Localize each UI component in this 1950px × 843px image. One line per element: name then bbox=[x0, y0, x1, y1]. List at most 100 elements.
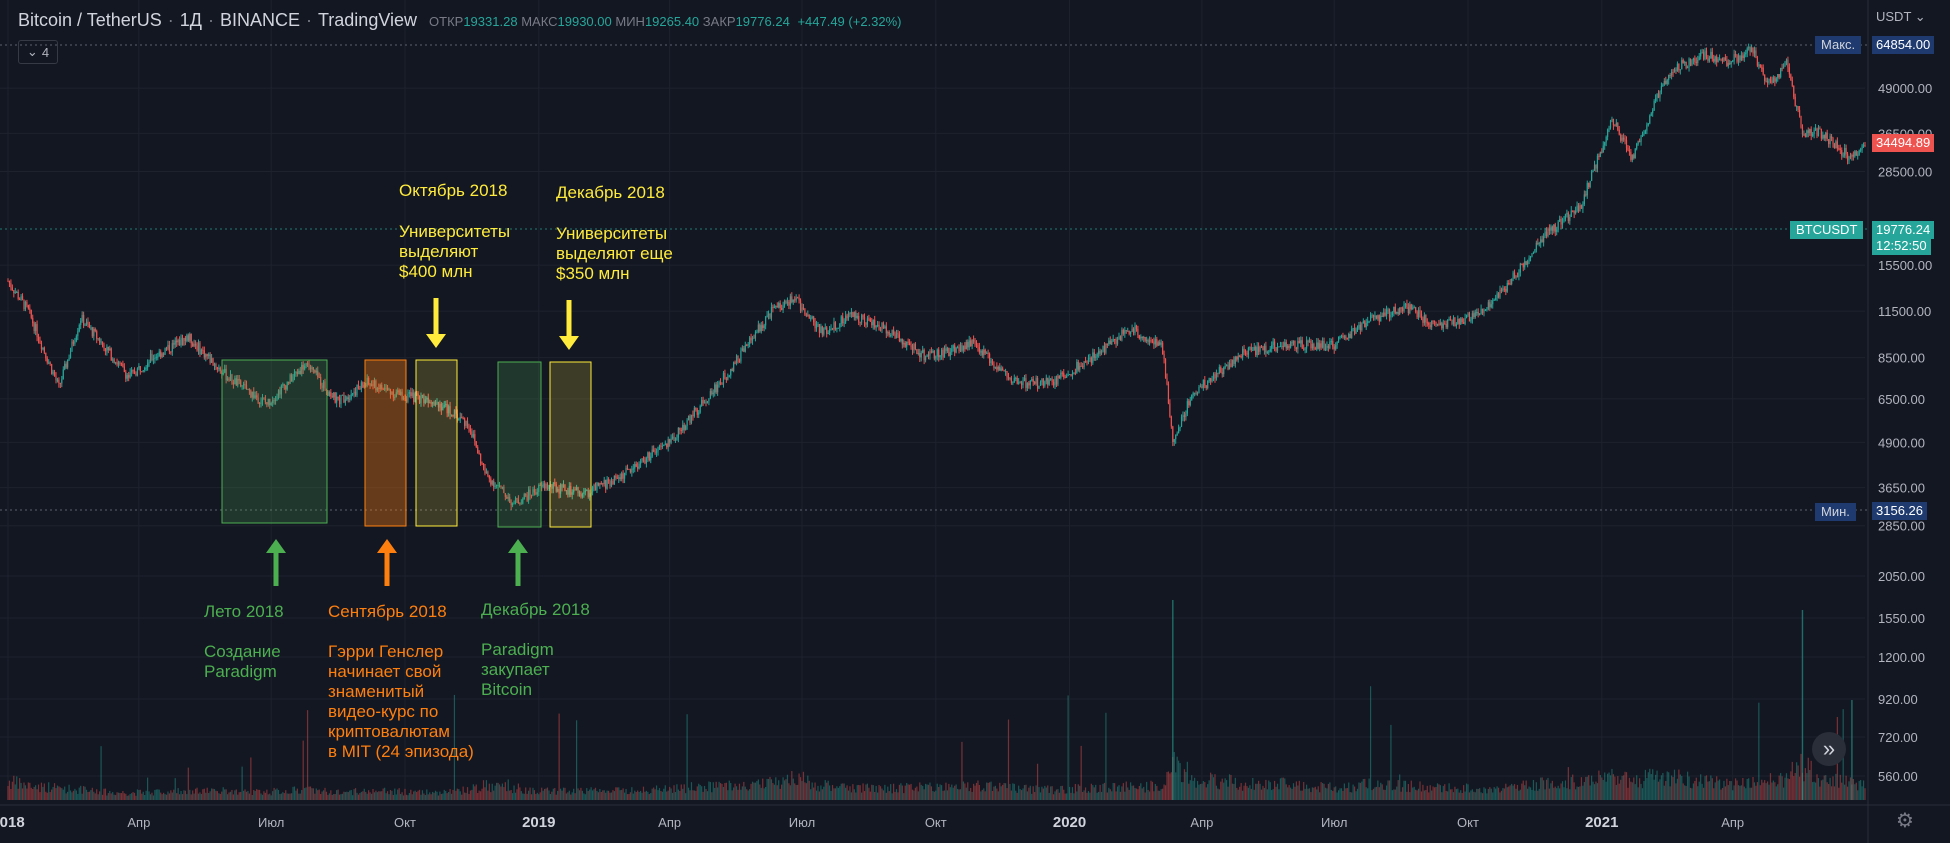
candle-body bbox=[1755, 50, 1757, 58]
candle-body bbox=[639, 461, 642, 464]
volume-bar bbox=[286, 793, 288, 800]
volume-bar bbox=[1310, 792, 1312, 800]
candle-body bbox=[629, 469, 631, 473]
candle-body bbox=[1711, 51, 1713, 59]
volume-bar bbox=[978, 784, 980, 800]
volume-bar bbox=[1778, 775, 1780, 800]
volume-bar bbox=[416, 792, 418, 800]
volume-bar bbox=[1785, 773, 1788, 800]
candle-body bbox=[1772, 77, 1774, 83]
volume-bar bbox=[1519, 789, 1521, 800]
volume-bar bbox=[546, 787, 549, 800]
candle-body bbox=[1686, 67, 1689, 69]
candle-body bbox=[91, 327, 93, 337]
candle-body bbox=[1284, 342, 1286, 347]
volume-bar bbox=[599, 788, 601, 800]
candle-body bbox=[1637, 141, 1639, 144]
candle-body bbox=[1077, 361, 1079, 370]
volume-bar bbox=[354, 788, 357, 800]
sep2018-box bbox=[364, 359, 407, 527]
indicators-collapse-button[interactable]: ⌄ 4 bbox=[18, 40, 58, 64]
volume-bar bbox=[1669, 786, 1671, 800]
candle-body bbox=[1336, 341, 1338, 345]
candle-body bbox=[7, 280, 9, 282]
candle-body bbox=[464, 418, 466, 426]
volume-bar bbox=[388, 794, 390, 800]
volume-bar bbox=[1745, 788, 1747, 800]
volume-bar bbox=[1268, 780, 1270, 800]
volume-bar bbox=[126, 795, 128, 800]
volume-bar bbox=[1630, 781, 1632, 800]
volume-bar bbox=[1615, 784, 1617, 800]
candle-body bbox=[1716, 56, 1718, 63]
volume-bar bbox=[1244, 782, 1247, 800]
candle-body bbox=[68, 357, 70, 360]
volume-bar bbox=[799, 777, 802, 800]
candle-body bbox=[685, 425, 687, 430]
arrow-head bbox=[426, 334, 446, 348]
dec2018-bot-text: Paradigm закупает Bitcoin bbox=[481, 640, 554, 699]
volume-bar bbox=[557, 790, 559, 800]
candle-body bbox=[1591, 171, 1593, 182]
symbol-name[interactable]: Bitcoin / TetherUS bbox=[18, 10, 162, 30]
candle-body bbox=[1665, 81, 1667, 84]
candle-body bbox=[676, 437, 678, 440]
volume-bar bbox=[1484, 788, 1487, 800]
volume-bar bbox=[565, 793, 568, 800]
candle-body bbox=[1340, 335, 1343, 337]
interval[interactable]: 1Д bbox=[179, 10, 202, 30]
candle-body bbox=[1013, 378, 1015, 383]
candle-body bbox=[658, 445, 661, 448]
volume-bar bbox=[1301, 790, 1303, 800]
candle-body bbox=[555, 484, 557, 492]
candle-body bbox=[747, 344, 749, 346]
volume-bar bbox=[842, 783, 844, 800]
candle-body bbox=[1396, 311, 1398, 314]
volume-bar bbox=[498, 784, 501, 800]
candle-body bbox=[1276, 346, 1279, 351]
candle-body bbox=[829, 328, 831, 333]
y-tick-label: 49000.00 bbox=[1878, 81, 1932, 96]
volume-bar bbox=[1413, 786, 1415, 800]
volume-bar bbox=[176, 793, 178, 800]
candle-body bbox=[1457, 319, 1459, 324]
candle-body bbox=[366, 377, 368, 386]
candle-body bbox=[603, 480, 605, 485]
volume-bar bbox=[622, 788, 624, 800]
volume-bar bbox=[1640, 783, 1642, 800]
candle-body bbox=[663, 444, 665, 446]
candle-body bbox=[1223, 367, 1225, 375]
candle-body bbox=[778, 303, 780, 308]
candle-body bbox=[881, 322, 883, 331]
volume-bar bbox=[1278, 789, 1280, 800]
currency-select[interactable]: USDT ⌄ bbox=[1876, 9, 1926, 25]
candle-body bbox=[1765, 80, 1767, 82]
volume-bar bbox=[1583, 781, 1585, 800]
candle-body bbox=[78, 324, 80, 332]
candle-body bbox=[210, 358, 213, 363]
volume-bar bbox=[228, 792, 230, 800]
candle-body bbox=[1452, 317, 1455, 324]
candle-body bbox=[820, 326, 822, 333]
candle-body bbox=[772, 307, 774, 309]
volume-bar bbox=[1090, 783, 1092, 800]
candle-body bbox=[119, 362, 121, 364]
scroll-to-realtime-button[interactable]: » bbox=[1812, 732, 1846, 766]
candle-body bbox=[959, 345, 962, 352]
gear-icon[interactable]: ⚙ bbox=[1896, 810, 1914, 832]
volume-bar bbox=[940, 785, 943, 800]
candle-body bbox=[1102, 345, 1104, 352]
volume-bar bbox=[250, 757, 252, 800]
candle-body bbox=[612, 481, 614, 485]
volume-bar bbox=[1185, 771, 1187, 800]
volume-bar bbox=[1015, 790, 1017, 800]
candle-body bbox=[1701, 52, 1703, 54]
volume-bar bbox=[776, 785, 778, 800]
candle-body bbox=[1313, 344, 1315, 349]
volume-bar bbox=[221, 791, 223, 800]
candle-body bbox=[196, 345, 198, 351]
candle-body bbox=[956, 347, 959, 349]
volume-bar bbox=[32, 788, 34, 800]
candle-body bbox=[1423, 315, 1425, 323]
